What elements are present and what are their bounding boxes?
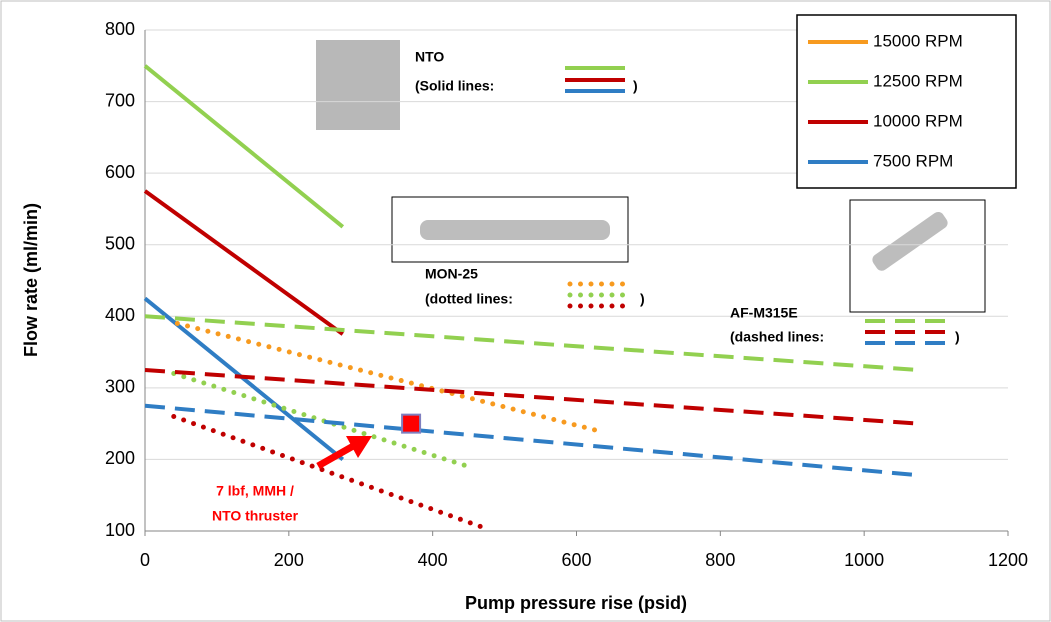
group-title: MON-25 xyxy=(425,266,478,282)
x-tick-label: 600 xyxy=(561,550,591,570)
series-line xyxy=(171,413,486,530)
y-tick-label: 700 xyxy=(105,90,135,110)
annotation-text: NTO thruster xyxy=(212,508,299,524)
legend-label: 15000 RPM xyxy=(873,31,963,50)
legend-label: 12500 RPM xyxy=(873,71,963,90)
series-line xyxy=(143,189,344,336)
series-line xyxy=(144,403,919,478)
x-tick-label: 1200 xyxy=(988,550,1028,570)
series-line xyxy=(174,320,601,434)
photo xyxy=(849,199,986,313)
group-note-end: ) xyxy=(640,291,645,307)
photo xyxy=(872,211,948,271)
x-axis-title: Pump pressure rise (psid) xyxy=(465,593,687,613)
x-tick-label: 0 xyxy=(140,550,150,570)
y-tick-label: 600 xyxy=(105,162,135,182)
y-tick-label: 100 xyxy=(105,520,135,540)
group-title: AF-M315E xyxy=(730,305,798,321)
y-tick-label: 200 xyxy=(105,448,135,468)
series-line xyxy=(171,371,472,470)
y-tick-label: 800 xyxy=(105,19,135,39)
x-tick-label: 400 xyxy=(418,550,448,570)
series-line xyxy=(144,314,919,372)
group-note: (dashed lines: xyxy=(730,329,824,345)
x-tick-label: 800 xyxy=(705,550,735,570)
group-note: (Solid lines: xyxy=(415,78,494,94)
legend-label: 7500 RPM xyxy=(873,151,953,170)
photo xyxy=(420,220,610,240)
y-axis-title: Flow rate (ml/min) xyxy=(21,203,41,357)
series-line xyxy=(143,64,345,229)
arrow-shaft xyxy=(316,441,357,470)
legend-label: 10000 RPM xyxy=(873,111,963,130)
group-note: (dotted lines: xyxy=(425,291,513,307)
y-tick-label: 500 xyxy=(105,233,135,253)
arrow-head xyxy=(346,436,372,458)
group-note-end: ) xyxy=(633,78,638,94)
group-title: NTO xyxy=(415,49,444,65)
annotation-text: 7 lbf, MMH / xyxy=(216,483,294,499)
series-line xyxy=(144,367,919,426)
x-tick-label: 1000 xyxy=(844,550,884,570)
photo xyxy=(316,40,400,130)
y-tick-label: 300 xyxy=(105,377,135,397)
y-tick-label: 400 xyxy=(105,305,135,325)
x-tick-label: 200 xyxy=(274,550,304,570)
group-note-end: ) xyxy=(955,329,960,345)
thruster-point xyxy=(401,413,422,434)
